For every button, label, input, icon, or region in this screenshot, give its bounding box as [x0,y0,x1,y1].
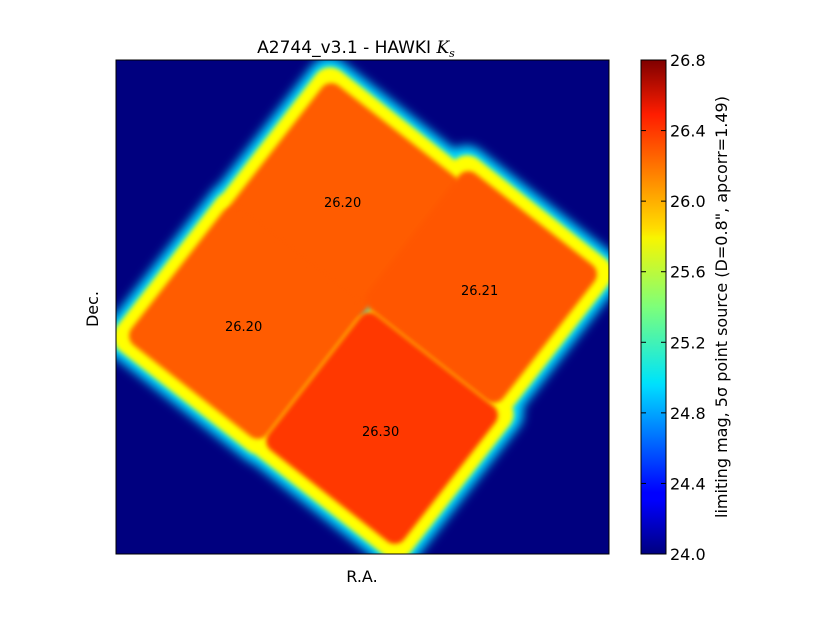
colorbar-tick-label: 25.6 [670,263,706,282]
pointing-value-label: 26.30 [362,425,399,440]
colorbar-tick-label: 26.4 [670,122,706,141]
chart-title: A2744_v3.1 - HAWKI Ks [257,38,455,60]
pointing-value-label: 26.20 [225,320,262,335]
pointing-tile-bottom [266,312,498,544]
colorbar-tick-label: 24.8 [670,404,706,423]
colorbar-label: limiting mag, 5σ point source (D=0.8", a… [712,96,731,518]
colorbar-tick-label: 24.4 [670,474,706,493]
colorbar-tick-label: 24.0 [670,545,706,564]
pointing-tile-left [129,207,361,439]
colorbar [640,59,667,555]
colorbar-tick-label: 25.2 [670,333,706,352]
colorbar-tick-label: 26.8 [670,51,706,70]
pointing-tile-right [365,171,597,403]
y-axis-label: Dec. [83,291,102,327]
plot-frame [115,59,610,555]
map-area [116,60,609,554]
pointing-value-label: 26.21 [461,284,498,299]
colorbar-tick-label: 26.0 [670,192,706,211]
x-axis-label: R.A. [346,567,377,586]
pointing-value-label: 26.20 [324,196,361,211]
